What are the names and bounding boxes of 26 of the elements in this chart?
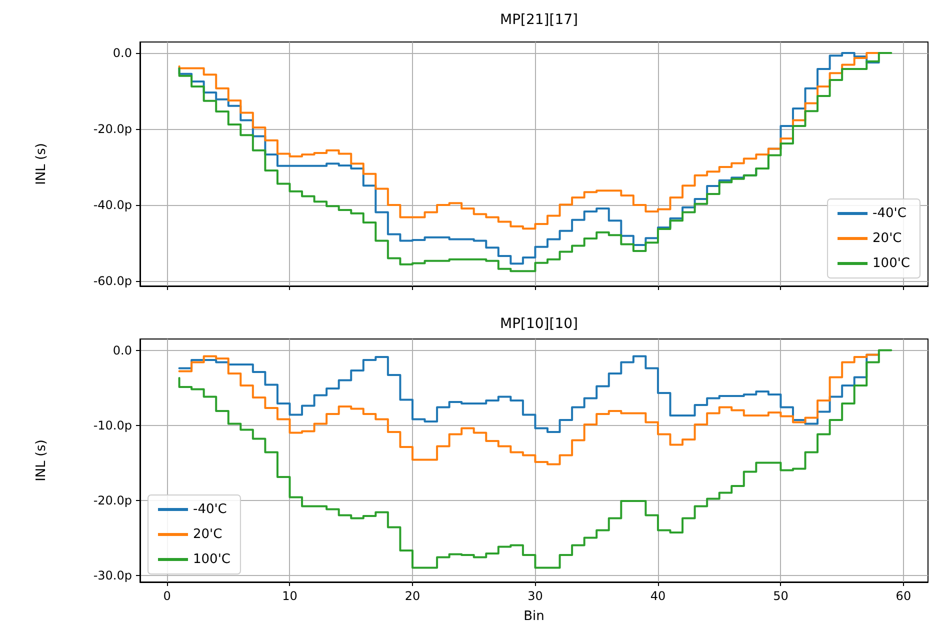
legend-label: 100'C xyxy=(193,552,230,567)
x-tick-label: 0 xyxy=(163,589,171,603)
legend-label: 100'C xyxy=(872,256,910,271)
x-tick-label: 60 xyxy=(896,589,912,603)
x-tick-label: 10 xyxy=(282,589,298,603)
y-axis-title: INL (s) xyxy=(34,440,49,482)
x-tick-label: 50 xyxy=(773,589,788,603)
y-tick-label: 0.0 xyxy=(112,343,132,358)
y-tick-label: -10.0p xyxy=(93,418,132,432)
chart-title: MP[10][10] xyxy=(500,316,578,332)
legend-label: -40'C xyxy=(193,502,227,517)
y-axis-title: INL (s) xyxy=(34,143,49,185)
y-tick-label: -30.0p xyxy=(93,568,132,582)
y-tick-label: -20.0p xyxy=(93,493,132,508)
x-tick-label: 40 xyxy=(650,589,666,603)
y-tick-label: 0.0 xyxy=(112,46,132,60)
x-tick-label: 30 xyxy=(528,589,543,603)
legend-label: -40'C xyxy=(872,206,906,221)
x-tick-label: 20 xyxy=(404,589,420,603)
y-tick-label: -60.0p xyxy=(93,274,132,288)
x-axis-title: Bin xyxy=(524,609,544,624)
legend-label: 20'C xyxy=(193,527,222,542)
y-tick-label: -40.0p xyxy=(93,198,132,212)
legend-label: 20'C xyxy=(872,231,902,246)
chart-title: MP[21][17] xyxy=(500,12,578,28)
y-tick-label: -20.0p xyxy=(93,122,132,136)
